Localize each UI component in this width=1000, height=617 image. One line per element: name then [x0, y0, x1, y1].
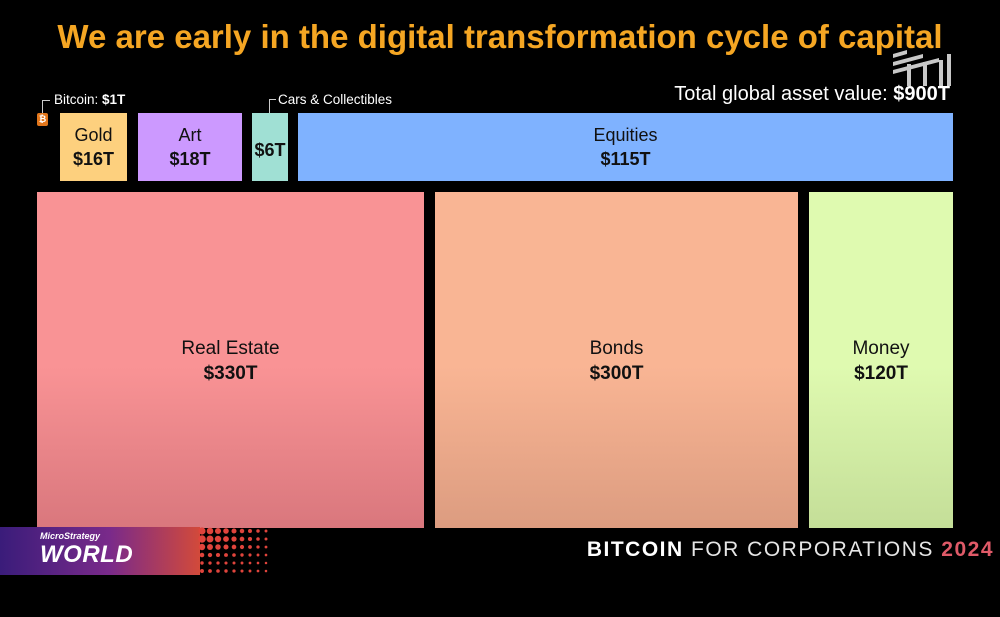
tile-real-estate-value: $330T: [203, 363, 258, 384]
decorative-dot: [207, 552, 213, 558]
decorative-dot: [247, 536, 253, 542]
decorative-dot: [198, 527, 206, 535]
decorative-dot: [239, 536, 245, 542]
event-footer-title: BITCOIN FOR CORPORATIONS 2024: [587, 538, 994, 562]
decorative-dot: [256, 529, 260, 533]
decorative-dot: [223, 544, 229, 550]
tile-gold-name: Gold: [74, 124, 113, 145]
decorative-dot: [264, 545, 268, 549]
decorative-dot: [248, 545, 252, 549]
tile-real-estate: Real Estate $330T: [37, 192, 424, 528]
total-value: $900T: [893, 83, 950, 105]
bitcoin-leader-line: [42, 100, 50, 113]
decorative-dot: [248, 569, 252, 573]
tile-bonds: Bonds $300T: [435, 192, 798, 528]
cars-leader-line: [269, 99, 276, 113]
decorative-dot: [224, 553, 228, 557]
decorative-dot: [256, 553, 260, 557]
tile-money: Money $120T: [809, 192, 953, 528]
event-brand-small: MicroStrategy: [40, 531, 101, 541]
decorative-dot: [240, 561, 244, 565]
tile-gold-value: $16T: [72, 148, 115, 169]
decorative-dot: [231, 536, 237, 542]
decorative-dot: [199, 552, 205, 558]
tile-art: Art $18T: [138, 113, 242, 181]
decorative-dot: [248, 529, 252, 533]
cars-callout: Cars & Collectibles: [278, 92, 393, 107]
total-asset-value: Total global asset value: $900T: [674, 83, 950, 106]
decorative-dot: [248, 561, 252, 565]
decorative-dot: [208, 561, 212, 565]
tile-equities-name: Equities: [593, 124, 658, 145]
decorative-dot: [264, 561, 268, 565]
decorative-dot: [239, 528, 245, 534]
decorative-dot: [216, 561, 220, 565]
decorative-dot: [240, 553, 244, 557]
tile-equities: Equities $115T: [298, 113, 953, 181]
tile-money-value: $120T: [854, 363, 908, 384]
footer-year: 2024: [941, 538, 994, 561]
tile-art-value: $18T: [169, 148, 211, 169]
decorative-dot: [232, 569, 236, 573]
decorative-dot: [231, 528, 237, 534]
decorative-dot: [224, 561, 228, 565]
decorative-dot: [198, 543, 206, 551]
decorative-dot: [264, 553, 268, 557]
decorative-dot: [198, 535, 206, 543]
bitcoin-callout-value: $1T: [102, 92, 126, 107]
decorative-dot: [256, 545, 260, 549]
event-banner: [0, 527, 200, 575]
decorative-dot: [215, 544, 221, 550]
bitcoin-callout-label: Bitcoin:: [54, 92, 103, 107]
decorative-dot: [248, 553, 252, 557]
tile-cars-value: $6T: [254, 140, 286, 160]
decorative-dot: [224, 569, 228, 573]
page-title: We are early in the digital transformati…: [57, 18, 943, 55]
tile-equities-value: $115T: [600, 148, 651, 169]
decorative-dot: [215, 552, 221, 558]
decorative-dot: [216, 569, 220, 573]
decorative-dot: [239, 544, 245, 550]
decorative-dot: [200, 569, 204, 573]
tile-bonds-name: Bonds: [589, 338, 644, 359]
decorative-dot: [232, 553, 236, 557]
tile-gold: Gold $16T: [60, 113, 127, 181]
decorative-dots-icon: [198, 527, 268, 573]
tile-art-name: Art: [178, 124, 202, 145]
tile-real-estate-name: Real Estate: [181, 338, 280, 359]
decorative-dot: [240, 569, 244, 573]
decorative-dot: [223, 528, 229, 534]
decorative-dot: [256, 569, 260, 573]
decorative-dot: [206, 527, 214, 535]
decorative-dot: [256, 537, 260, 541]
decorative-dot: [223, 536, 229, 542]
decorative-dot: [256, 561, 260, 565]
decorative-dot: [214, 535, 222, 543]
tile-cars-collectibles: $6T: [252, 113, 288, 181]
footer-bitcoin: BITCOIN: [586, 538, 684, 561]
tile-money-name: Money: [852, 338, 910, 359]
event-brand-big: WORLD: [40, 541, 134, 568]
decorative-dot: [231, 544, 237, 550]
decorative-dot: [206, 535, 214, 543]
decorative-dot: [207, 544, 213, 550]
decorative-dot: [208, 569, 212, 573]
decorative-dot: [232, 561, 236, 565]
bitcoin-tile: ₿: [37, 113, 48, 126]
decorative-dot: [214, 527, 222, 535]
decorative-dot: [264, 569, 268, 573]
total-label: Total global asset value:: [674, 83, 894, 105]
decorative-dot: [264, 537, 268, 541]
microstrategy-logo-icon: [893, 50, 951, 86]
footer-for-corporations: FOR CORPORATIONS: [683, 538, 942, 561]
decorative-dot: [264, 529, 268, 533]
bitcoin-callout: Bitcoin: $1T: [54, 92, 125, 107]
decorative-dot: [200, 561, 204, 565]
tile-bonds-value: $300T: [589, 363, 644, 384]
